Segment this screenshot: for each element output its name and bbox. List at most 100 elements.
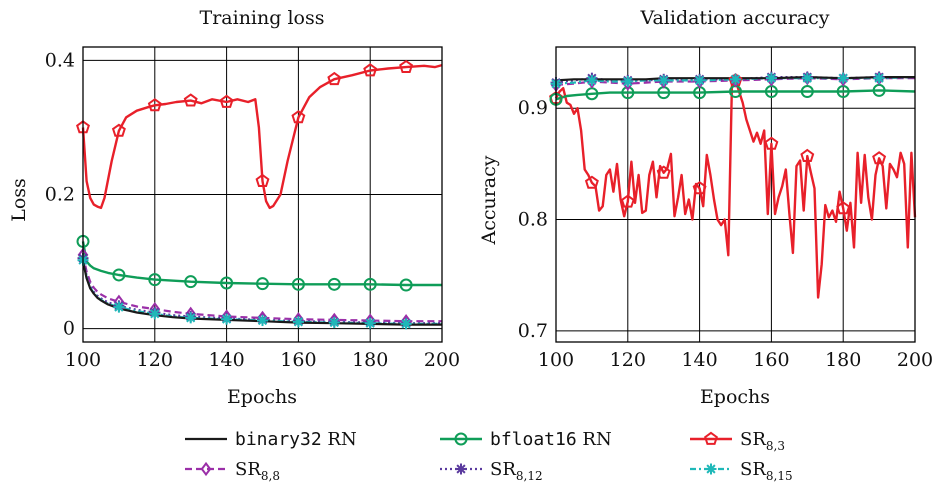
validation-accuracy-ticks: 100 120 140 160 180 200 0.7 0.8 0.9	[518, 97, 933, 371]
legend-symbol-sr88	[185, 461, 227, 477]
legend: binary32 RN bfloat16 RN SR8,3 SR8,8 SR8,…	[185, 429, 793, 483]
legend-symbol-bfloat16	[440, 432, 482, 446]
legend-marker-sr88	[200, 461, 212, 477]
legend-symbol-sr815	[690, 463, 732, 475]
validation-accuracy-marker-sr83-110	[584, 175, 599, 189]
validation-accuracy-xlabel: Epochs	[700, 386, 770, 408]
training-loss-marker-sr815-190	[400, 318, 412, 330]
training-loss-marker-sr815-110	[113, 301, 125, 313]
training-loss-marker-sr83-180	[363, 63, 378, 77]
legend-label-bfloat16: bfloat16 RN	[490, 429, 612, 450]
training-loss-ytick-label-0: 0	[63, 318, 75, 340]
validation-accuracy-marker-sr83-140	[692, 181, 707, 195]
validation-accuracy-marker-sr83-130	[656, 165, 671, 179]
legend-symbol-sr83	[690, 431, 732, 445]
validation-accuracy-marker-sr815-120	[622, 76, 634, 88]
legend-marker-bfloat16	[454, 432, 468, 446]
training-loss-marker-bfloat16-140	[220, 276, 234, 290]
training-loss-marker-bfloat16-190	[399, 278, 413, 292]
legend-marker-sr815	[705, 463, 717, 475]
training-loss-marker-sr815-130	[185, 312, 197, 324]
legend-entry-sr88: SR8,8	[185, 459, 280, 483]
legend-label-sr815: SR8,15	[740, 459, 793, 483]
legend-label-binary32: binary32 RN	[235, 429, 357, 450]
training-loss-ytick-label-0.4: 0.4	[45, 49, 75, 71]
training-loss-marker-sr83-120	[147, 98, 162, 112]
validation-accuracy-xtick-label-120: 120	[610, 349, 646, 371]
training-loss-marker-bfloat16-150	[256, 277, 269, 291]
training-loss-xtick-label-100: 100	[65, 349, 101, 371]
validation-accuracy-marker-sr83-160	[764, 136, 779, 150]
validation-accuracy-ytick-label-0.9: 0.9	[518, 97, 548, 119]
training-loss-marker-sr83-130	[183, 93, 198, 107]
validation-accuracy-axes-frame	[555, 46, 916, 343]
training-loss-marker-sr83-140	[219, 94, 234, 108]
training-loss-ylabel: Loss	[8, 178, 30, 222]
legend-marker-sr83	[704, 431, 718, 445]
training-loss-xtick-label-140: 140	[208, 349, 244, 371]
validation-accuracy-xtick-label-180: 180	[825, 349, 861, 371]
validation-accuracy-marker-bfloat16-120	[621, 86, 635, 100]
validation-accuracy-marker-sr815-170	[801, 72, 813, 84]
training-loss-lines	[76, 59, 443, 330]
training-loss-marker-bfloat16-120	[148, 273, 162, 287]
legend-entry-binary32: binary32 RN	[185, 429, 357, 450]
training-loss-marker-sr83-190	[399, 59, 414, 73]
validation-accuracy-marker-sr815-140	[694, 74, 706, 86]
training-loss-marker-sr83-160	[291, 110, 306, 124]
validation-accuracy-xtick-label-160: 160	[753, 349, 789, 371]
training-loss-marker-bfloat16-110	[112, 268, 126, 282]
validation-accuracy-series-sr83	[554, 79, 917, 299]
training-loss-ytick-label-0.2: 0.2	[45, 184, 75, 206]
training-loss-xlabel: Epochs	[227, 386, 297, 408]
validation-accuracy-lines	[549, 71, 917, 299]
validation-accuracy-title: Validation accuracy	[639, 7, 829, 29]
training-loss-marker-sr815-120	[149, 308, 161, 320]
validation-accuracy-xtick-label-140: 140	[681, 349, 717, 371]
training-loss-marker-bfloat16-170	[327, 277, 341, 291]
training-loss-xtick-label-120: 120	[137, 349, 173, 371]
validation-accuracy-xtick-label-200: 200	[897, 349, 933, 371]
training-loss-marker-sr815-140	[221, 313, 233, 325]
training-loss-marker-sr815-150	[257, 315, 268, 327]
training-loss-series-sr83	[81, 63, 443, 210]
legend-entry-sr83: SR8,3	[690, 429, 785, 453]
training-loss-marker-sr83-170	[327, 71, 342, 86]
training-loss-marker-bfloat16-160	[291, 277, 305, 291]
legend-entry-sr812: SR8,12	[440, 459, 543, 483]
legend-label-sr83: SR8,3	[740, 429, 785, 453]
training-loss-grid	[83, 47, 442, 342]
training-loss-panel: Training loss 100 120 140 160 180 20000.20.4 …	[8, 7, 460, 408]
legend-label-sr812: SR8,12	[490, 459, 543, 483]
training-loss-marker-sr815-170	[328, 317, 340, 329]
legend-label-sr88: SR8,8	[235, 459, 280, 483]
training-loss-axes-frame	[82, 46, 443, 343]
validation-accuracy-marker-sr815-160	[765, 72, 777, 84]
validation-accuracy-marker-sr815-150	[730, 73, 741, 85]
training-loss-marker-sr815-160	[292, 316, 304, 328]
training-loss-xtick-label-180: 180	[352, 349, 388, 371]
validation-accuracy-ytick-label-0.8: 0.8	[518, 209, 548, 231]
validation-accuracy-marker-sr83-120	[620, 194, 635, 208]
training-loss-marker-bfloat16-130	[184, 275, 198, 289]
validation-accuracy-ylabel: Accuracy	[478, 155, 500, 245]
training-loss-marker-sr83-110	[111, 123, 126, 137]
validation-accuracy-marker-sr83-170	[800, 148, 815, 162]
validation-accuracy-marker-bfloat16-170	[800, 85, 814, 99]
validation-accuracy-marker-sr815-180	[837, 72, 849, 84]
training-loss-frame	[82, 46, 443, 343]
validation-accuracy-series-bfloat16	[555, 89, 916, 101]
training-loss-xtick-label-160: 160	[280, 349, 316, 371]
legend-entry-bfloat16: bfloat16 RN	[440, 429, 612, 450]
legend-marker-sr812	[455, 463, 467, 475]
validation-accuracy-frame	[555, 46, 916, 343]
training-loss-ticks: 100 120 140 160 180 200 0 0.2 0.4	[45, 49, 460, 371]
legend-symbol-sr812	[440, 463, 482, 475]
training-loss-marker-sr815-180	[364, 317, 376, 329]
validation-accuracy-panel: Validation accuracy 100 120 140 160 180 200 0.…	[478, 7, 933, 408]
validation-accuracy-xtick-label-100: 100	[538, 349, 574, 371]
training-loss-series-sr815	[81, 259, 442, 325]
validation-accuracy-marker-sr815-190	[873, 72, 885, 84]
validation-accuracy-marker-sr815-130	[658, 74, 670, 86]
